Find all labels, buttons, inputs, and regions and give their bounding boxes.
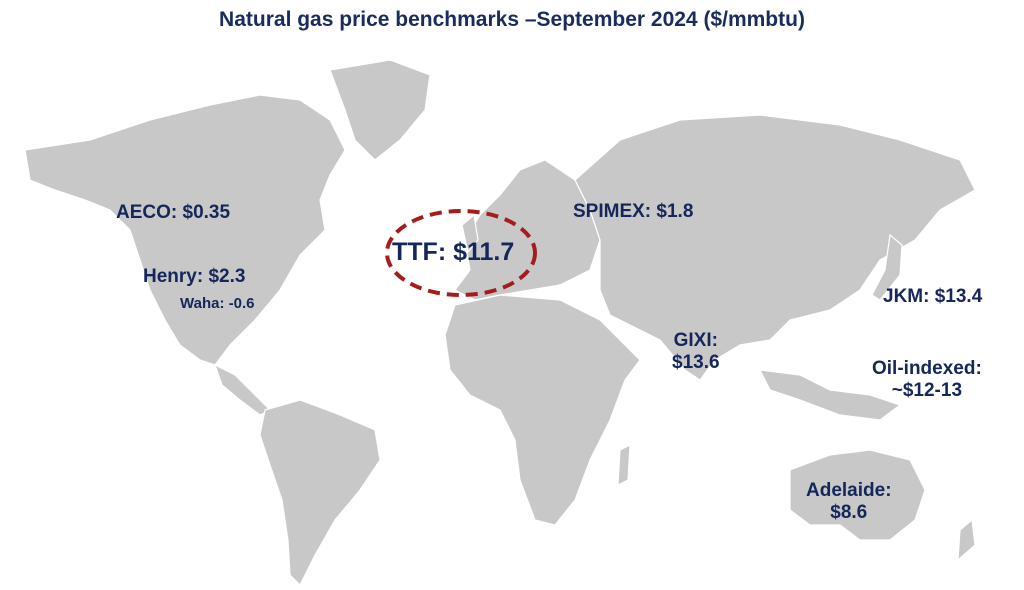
central-america — [213, 363, 272, 416]
label-ttf: TTF: $11.7 — [392, 238, 515, 266]
label-aeco: AECO: $0.35 — [116, 202, 231, 223]
uk — [461, 213, 479, 254]
ttf-highlight-ellipse — [385, 209, 537, 297]
label-gixi: GIXI: $13.6 — [672, 330, 720, 374]
africa — [444, 294, 641, 526]
gixi-name: GIXI: — [673, 330, 718, 351]
label-waha: Waha: -0.6 — [180, 295, 255, 312]
greenland — [329, 59, 431, 161]
oil-indexed-value: ~$12-13 — [891, 379, 963, 401]
madagascar — [617, 444, 631, 486]
label-oil-indexed: Oil-indexed: ~$12-13 — [872, 358, 982, 402]
japan — [871, 233, 903, 301]
australia — [789, 449, 926, 541]
map-title: Natural gas price benchmarks –September … — [219, 8, 805, 31]
adelaide-value: $8.6 — [830, 501, 868, 523]
southeast-asia-islands — [758, 369, 902, 421]
oil-indexed-name: Oil-indexed: — [872, 358, 982, 379]
label-adelaide: Adelaide: $8.6 — [806, 480, 892, 524]
adelaide-name: Adelaide: — [806, 480, 892, 501]
new-zealand — [957, 518, 976, 562]
gixi-value: $13.6 — [672, 351, 720, 373]
south-america — [259, 399, 381, 587]
label-spimex: SPIMEX: $1.8 — [573, 201, 694, 222]
asia — [574, 114, 976, 381]
north-america-landmass — [24, 94, 346, 366]
label-henry: Henry: $2.3 — [143, 266, 246, 287]
label-jkm: JKM: $13.4 — [883, 286, 983, 307]
